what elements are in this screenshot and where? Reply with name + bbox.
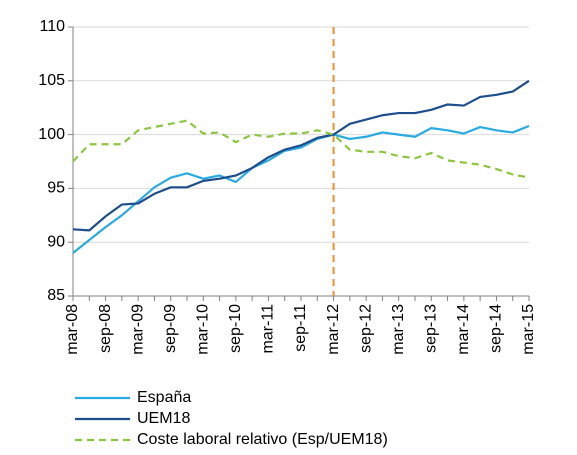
line-series [72,79,530,232]
x-tick-label: mar-08 [64,304,81,355]
x-tick-label: mar-09 [129,304,146,355]
x-tick-label: sep-12 [357,304,374,353]
y-tick-label: 85 [47,287,65,304]
line-series [72,119,530,179]
x-tick-label: sep-09 [162,304,179,353]
y-tick-label: 95 [47,180,65,197]
x-tick-label: mar-12 [325,304,342,355]
x-tick-label: sep-10 [227,304,244,353]
y-tick-label: 110 [39,18,65,35]
legend-label: España [137,389,191,406]
x-tick-label: mar-10 [195,304,212,355]
y-tick-label: 100 [38,126,65,143]
x-tick-label: sep-14 [488,304,505,353]
x-tick-label: mar-11 [260,304,277,354]
x-tick-label: mar-15 [520,304,537,355]
x-tick-label: mar-13 [390,304,407,355]
legend-label: UEM18 [137,410,190,427]
line-series [72,124,530,254]
x-tick-label: sep-11 [292,304,309,352]
x-tick-label: sep-13 [423,304,440,353]
x-tick-label: sep-08 [97,304,114,353]
y-tick-label: 105 [38,72,65,89]
x-tick-label: mar-14 [455,304,472,355]
y-tick-label: 90 [47,233,65,250]
legend-label: Coste laboral relativo (Esp/UEM18) [137,431,388,448]
